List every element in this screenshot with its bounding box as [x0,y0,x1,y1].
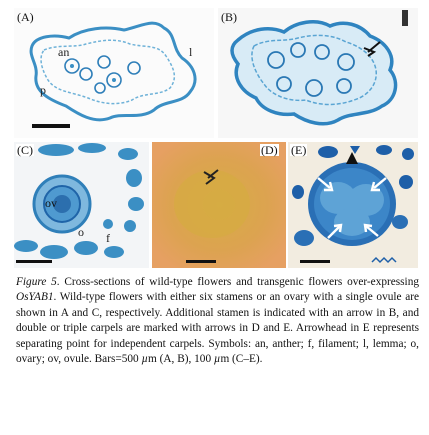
panel-a-symbol-p: p [40,83,46,97]
panel-d: (D) [152,142,286,268]
panel-d-label: (D) [260,143,279,157]
caption-gene-name: OsYAB1 [16,291,54,304]
caption-text-4: m (C–E). [220,353,263,366]
panel-a: (A) an l p [14,8,214,138]
panel-c-label: (C) [16,143,34,157]
panel-c-symbol-o: o [78,225,84,239]
caption-text-1: . Cross-sections of wild-type flowers an… [56,276,419,288]
panel-c-symbol-f: f [106,231,110,245]
panel-b-label: (B) [221,10,237,24]
panel-c-symbol-ov: ov [45,196,57,210]
caption-mu-2: µ [213,353,221,366]
panel-e-micrograph [288,142,418,268]
panel-a-label: (A) [17,10,34,24]
caption-mu-1: µ [141,353,149,366]
panel-e-label: (E) [290,143,308,157]
caption-text-3: m (A, B), 100 [148,353,214,366]
figure-caption: Figure 5. Cross-sections of wild-type fl… [16,275,419,367]
panel-a-micrograph [29,21,197,128]
caption-figure-label: Figure 5 [16,276,57,288]
panel-a-symbol-an: an [58,45,70,59]
panel-c: (C) ov o f [14,142,149,268]
panel-d-micrograph [152,142,286,268]
panel-c-micrograph [14,143,144,263]
panel-a-symbol-l: l [189,45,193,59]
panel-e: (E) [288,142,418,268]
caption-text-2: . Wild-type flowers with either six stam… [16,291,419,366]
panel-b: (B) [218,8,418,138]
panel-b-micrograph [230,10,408,126]
